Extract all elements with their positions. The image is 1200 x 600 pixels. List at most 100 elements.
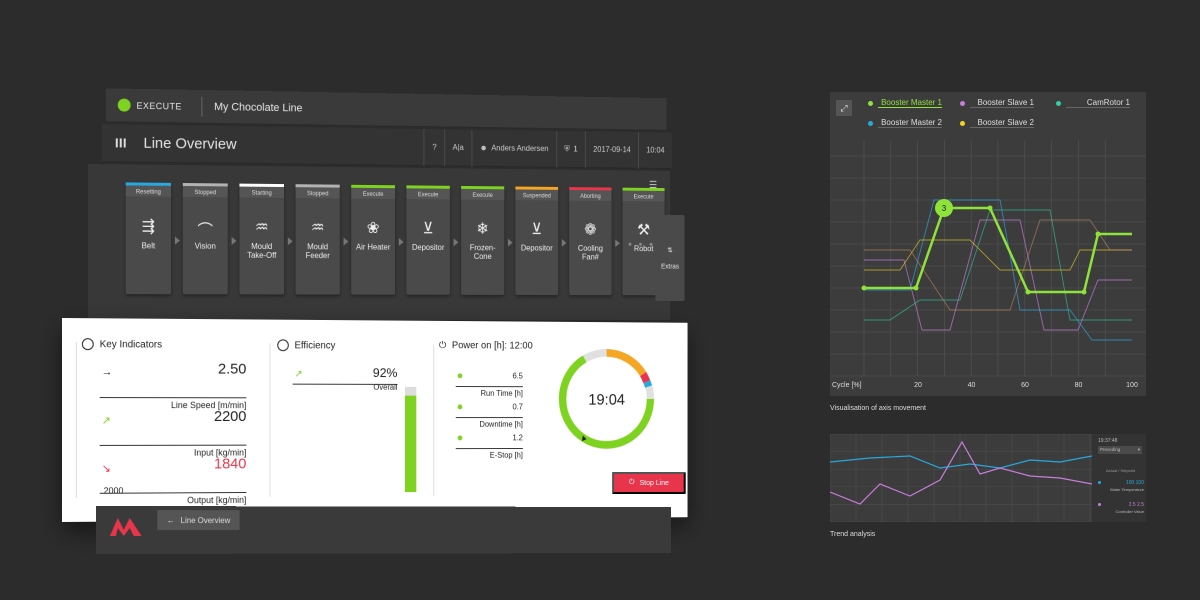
efficiency-bar (405, 387, 416, 492)
station-label: Frozen-Cone (461, 244, 504, 261)
trend-controller-value (830, 442, 1092, 504)
flow-arrow-icon (615, 239, 620, 247)
stop-line-button[interactable]: ⏻ Stop Line (612, 472, 686, 494)
gauge-icon (277, 339, 289, 351)
station-icon: ⊻ (417, 219, 440, 237)
axis-xlabel: Cycle [%] (832, 382, 862, 389)
power-title: Power on [h]: 12:00 (452, 340, 533, 351)
station-card[interactable]: Stopped ♒ Mould Feeder (296, 184, 340, 294)
legend-label: Booster Slave 1 (970, 98, 1034, 108)
x-tick-label: 40 (968, 382, 976, 389)
station-label: Depositor (410, 244, 446, 253)
power-label: Run Time [h] (481, 389, 523, 398)
power-value: 1.2 (513, 434, 523, 443)
station-icon: ♒ (250, 217, 273, 235)
legend-label: Booster Master 2 (878, 118, 942, 128)
flow-arrow-icon (288, 237, 293, 245)
station-icon: ❀ (362, 218, 385, 236)
page-title: Line Overview (143, 135, 423, 156)
shield-icon: ⛨ (564, 144, 570, 154)
flow-arrow-icon (454, 238, 459, 246)
station-card[interactable]: Execute ⊻ Depositor (406, 185, 449, 294)
flow-arrow-icon (562, 239, 567, 247)
trend-chart (830, 434, 1092, 522)
ki-value: 2200 (214, 408, 246, 425)
extras-button[interactable]: ⇅ Extras (655, 215, 684, 301)
legend-item[interactable]: Booster Master 2 (868, 118, 942, 128)
legend-item[interactable]: Booster Slave 2 (960, 118, 1034, 128)
key-indicator-row: ↗ 2200 Input [kg/min] (100, 404, 247, 446)
key-indicators-title: Key Indicators (100, 339, 162, 350)
station-card[interactable]: Execute ❄ Frozen-Cone (461, 186, 504, 295)
legend-dot-icon (960, 101, 965, 106)
line-state: EXECUTE (137, 100, 182, 111)
flow-arrow-icon (399, 238, 404, 246)
key-indicators-section: Key Indicators → 2.50 Line Speed [m/min]… (82, 338, 247, 494)
ki-value: 1840 (214, 456, 246, 473)
axis-chart: 3 Cycle [%] 20 40 60 80 100 (830, 140, 1146, 396)
trend-time: 19:37:48 (1098, 438, 1117, 444)
station-label: Cooling Fan# (569, 245, 611, 262)
user-button[interactable]: ☻ Anders Andersen (471, 129, 556, 167)
efficiency-value: 92% (373, 365, 398, 380)
power-value: 6.5 (513, 372, 523, 381)
language-button[interactable]: A|a (444, 129, 471, 166)
top-bar: EXECUTE My Chocolate Line (106, 88, 667, 130)
x-tick-label: 60 (1021, 382, 1029, 389)
status-dot-icon (458, 404, 463, 409)
power-row: 6.5 Run Time [h] (456, 370, 523, 388)
station-label: Vision (193, 243, 218, 252)
trend-values: 100 100 (1126, 480, 1144, 486)
station-card[interactable]: Aborting ❁ Cooling Fan# (569, 187, 611, 295)
power-icon: ⏻ (439, 340, 446, 351)
station-card[interactable]: Starting ♒ Mould Take-Off (239, 184, 284, 295)
key-indicator-row: → 2.50 Line Speed [m/min] (100, 356, 247, 398)
legend-dot-icon (1056, 101, 1061, 106)
trend-dot-icon (1098, 481, 1101, 484)
legend-label: Booster Master 1 (878, 98, 942, 108)
expand-icon[interactable]: ⤢ (836, 100, 852, 116)
power-clock: 19:04 (588, 392, 625, 408)
efficiency-title: Efficiency (295, 340, 336, 351)
page-header: Line Overview ? A|a ☻ Anders Andersen ⛨ … (102, 124, 672, 169)
legend-label: Booster Slave 2 (970, 118, 1034, 128)
ring-downtime (607, 353, 643, 374)
menu-icon[interactable] (116, 138, 130, 147)
extras-label: Extras (661, 263, 679, 270)
axis-caption: Visualisation of axis movement (830, 405, 926, 412)
station-icon: ⇶ (137, 216, 161, 234)
legend-item[interactable]: Booster Master 1 (868, 98, 942, 108)
flow-arrow-icon (508, 239, 513, 247)
trend-arrow-icon (82, 338, 94, 350)
time: 10:04 (638, 132, 672, 169)
more-icon[interactable]: • • • (628, 238, 655, 252)
station-card[interactable]: Stopped ⌒ Vision (183, 183, 228, 294)
station-card[interactable]: Suspended ⊻ Depositor (515, 187, 558, 295)
power-section: ⏻ Power on [h]: 12:00 6.5 Run Time [h] 0… (439, 340, 533, 351)
station-card[interactable]: Resetting ⇶ Belt (126, 182, 171, 294)
power-row: 0.7 Downtime [h] (456, 401, 523, 418)
station-icon: ⚒ (633, 220, 655, 237)
station-card[interactable]: Execute ❀ Air Heater (351, 185, 395, 295)
station-label: Mould Take-Off (239, 243, 284, 261)
status-dot-icon (458, 436, 463, 441)
trend-values: 2.5 2.5 (1129, 502, 1144, 508)
station-status: Execute (406, 185, 449, 199)
station-list: Resetting ⇶ Belt Stopped ⌒ Vision Starti… (126, 182, 665, 295)
power-label: E-Stop [h] (490, 451, 523, 460)
station-label: Depositor (519, 245, 555, 254)
stations-area: ☰ Resetting ⇶ Belt Stopped ⌒ Vision Star… (88, 164, 670, 320)
station-label: Belt (140, 242, 158, 251)
power-clock-ring: 19:04 (556, 339, 657, 464)
legend-item[interactable]: Booster Slave 1 (960, 98, 1034, 108)
trend-panel: 19:37:48 Preceding ▾ Actual / Setpoint 1… (830, 434, 1146, 522)
legend-item[interactable]: CamRotor 1 (1056, 98, 1130, 108)
ki-arrow-icon: ↘ (102, 462, 111, 475)
trend-mode-select[interactable]: Preceding ▾ (1098, 446, 1142, 454)
line-overview-back-button[interactable]: ← Line Overview (157, 510, 239, 530)
flow-arrow-icon (175, 237, 180, 245)
help-button[interactable]: ? (424, 129, 444, 166)
alarms-button[interactable]: ⛨ 1 (556, 131, 585, 168)
station-label: Mould Feeder (296, 243, 340, 261)
ki-arrow-icon: ↗ (102, 414, 111, 427)
